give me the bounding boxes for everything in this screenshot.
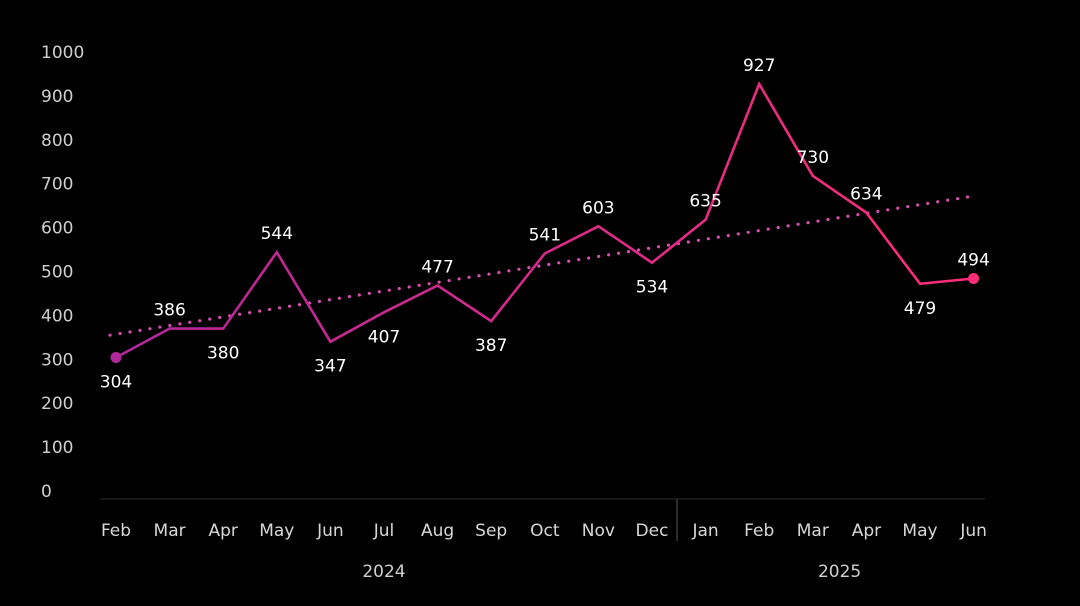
data-label: 541 [529, 226, 561, 246]
y-axis: 0 100 200 300 400 500 600 700 800 900 1000 [41, 43, 84, 502]
series-line [110, 81, 980, 364]
x-tick-label: Jun [959, 521, 987, 541]
data-label: 730 [797, 148, 829, 168]
x-tick-label: May [259, 521, 294, 541]
data-labels: 304 386 380 544 347 407 477 387 541 603 534 635 927 7… [100, 56, 990, 392]
x-tick-label: Feb [744, 521, 774, 541]
data-label: 927 [743, 56, 775, 76]
x-tick-label: Feb [101, 521, 131, 541]
data-label: 634 [850, 185, 882, 205]
x-tick-label: Dec [636, 521, 669, 541]
x-tick-label: Mar [797, 521, 829, 541]
y-tick-label: 0 [41, 482, 52, 502]
data-label: 494 [957, 251, 989, 271]
y-tick-label: 200 [41, 394, 73, 414]
y-tick-label: 300 [41, 350, 73, 370]
data-label: 544 [261, 224, 293, 244]
data-label: 387 [475, 336, 507, 356]
year-label: 2024 [362, 562, 405, 582]
y-tick-label: 700 [41, 175, 73, 195]
x-tick-label: Aug [421, 521, 454, 541]
data-label: 304 [100, 373, 132, 393]
data-label: 347 [314, 357, 346, 377]
x-tick-label: Sep [475, 521, 507, 541]
y-tick-label: 1000 [41, 43, 84, 63]
x-tick-label: Jan [691, 521, 718, 541]
x-tick-label: Jul [373, 521, 395, 541]
series-polyline [115, 81, 974, 359]
data-label: 386 [153, 301, 185, 321]
x-tick-label: Mar [154, 521, 186, 541]
data-label: 477 [421, 258, 453, 278]
data-point-marker [968, 273, 980, 285]
y-tick-label: 400 [41, 306, 73, 326]
x-tick-label: Oct [530, 521, 560, 541]
year-label: 2025 [818, 562, 861, 582]
x-tick-label: Nov [582, 521, 615, 541]
data-label: 479 [904, 299, 936, 319]
y-tick-label: 100 [41, 438, 73, 458]
x-tick-label: Jun [316, 521, 344, 541]
data-point-marker [110, 352, 122, 364]
x-axis: Feb Mar Apr May Jun Jul Aug Sep Oct Nov Dec Jan Feb M… [101, 521, 987, 541]
x-tick-label: May [902, 521, 937, 541]
y-tick-label: 500 [41, 263, 73, 283]
data-label: 407 [368, 327, 400, 347]
trend-dotted-line [108, 194, 976, 337]
y-tick-label: 600 [41, 219, 73, 239]
y-tick-label: 900 [41, 87, 73, 107]
data-label: 380 [207, 344, 239, 364]
y-tick-label: 800 [41, 131, 73, 151]
data-label: 603 [582, 198, 614, 218]
data-label: 635 [689, 192, 721, 212]
year-labels: 2024 2025 [362, 562, 861, 582]
x-tick-label: Apr [208, 521, 237, 541]
trend-line [108, 194, 976, 337]
x-tick-label: Apr [852, 521, 881, 541]
data-label: 534 [636, 278, 668, 298]
